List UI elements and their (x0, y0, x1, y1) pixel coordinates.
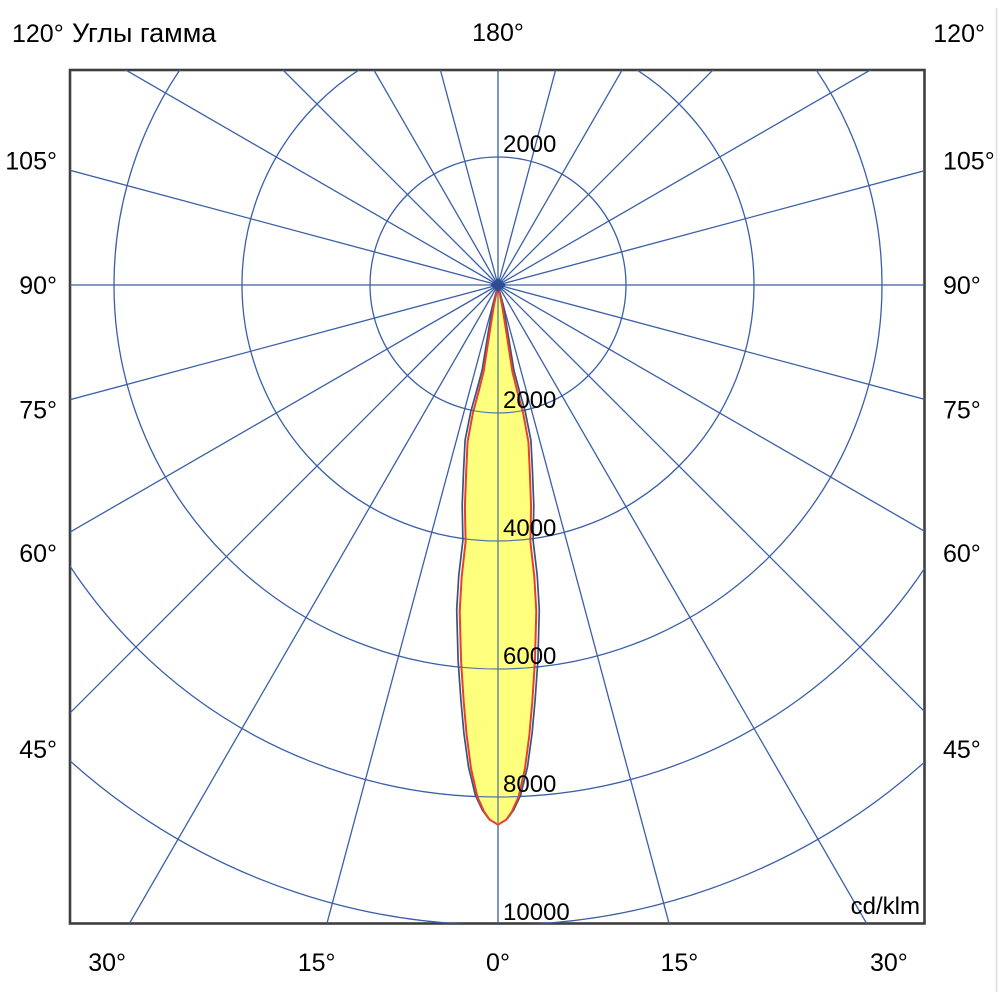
grid-ray (497, 70, 623, 286)
grid-ray (70, 284, 499, 533)
beam-center-dot (490, 278, 506, 292)
gamma-label-top-left-120: 120° (12, 20, 64, 48)
ring-label-10000: 10000 (503, 899, 570, 926)
page-title: Углы гамма (72, 18, 217, 48)
beam-grid-overlay (459, 285, 537, 824)
ring-label-4000: 4000 (503, 515, 556, 542)
gamma-label-bottom-0: 0° (486, 949, 510, 977)
grid-ray (70, 284, 499, 401)
grid-ray (497, 70, 557, 286)
grid-ray (497, 70, 872, 286)
grid-ray (282, 70, 499, 286)
grid-ring-through-beam (459, 285, 537, 798)
gamma-label-top-180: 180° (472, 19, 524, 47)
ring-label-top-2000: 2000 (503, 131, 556, 158)
grid-ray (373, 70, 499, 286)
gamma-label-right-60: 60° (943, 540, 981, 568)
gamma-label-bottom-30-r: 30° (870, 949, 908, 977)
gamma-label-right-45: 45° (943, 736, 981, 764)
grid-ring-through-beam (459, 285, 537, 670)
gamma-label-right-75: 75° (943, 396, 981, 424)
gamma-label-left-60: 60° (19, 540, 57, 568)
ring-label-2000: 2000 (503, 387, 556, 414)
gamma-label-left-75: 75° (19, 396, 57, 424)
grid-ray (326, 284, 499, 924)
grid-ray (497, 284, 925, 713)
gamma-label-right-105: 105° (943, 148, 995, 176)
grid-ring-through-beam (459, 285, 537, 542)
grid-ray (497, 170, 925, 286)
gamma-label-left-45: 45° (19, 736, 57, 764)
ring-label-8000: 8000 (503, 771, 556, 798)
grid-ray (497, 284, 925, 532)
grid-ray (497, 70, 714, 286)
grid-ring-through-beam (459, 285, 537, 414)
gamma-label-bottom-30-l: 30° (88, 949, 126, 977)
gamma-label-bottom-15-l: 15° (298, 949, 336, 977)
ring-label-6000: 6000 (503, 643, 556, 670)
grid-ray (497, 284, 868, 924)
gamma-label-right-90: 90° (943, 272, 981, 300)
grid-ray (124, 70, 499, 286)
grid-ray (497, 284, 925, 400)
grid-ray (70, 169, 499, 286)
unit-label: cd/klm (851, 893, 920, 920)
grid-ray (70, 284, 499, 714)
grid-ray (439, 70, 499, 286)
grid-ray (497, 284, 670, 924)
gamma-label-left-90: 90° (19, 272, 57, 300)
grid-ray (128, 284, 499, 924)
gamma-label-left-105: 105° (5, 148, 57, 176)
gamma-label-bottom-15-r: 15° (660, 949, 698, 977)
gamma-label-top-right-120: 120° (933, 20, 985, 48)
